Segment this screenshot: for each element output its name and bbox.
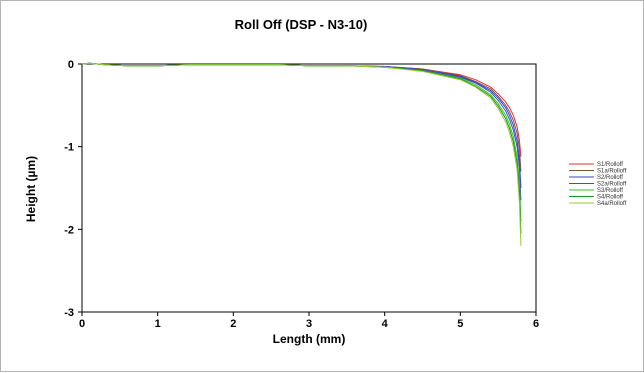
y-axis: 0 -1 -2 -3: [64, 59, 82, 319]
x-axis-label: Length (mm): [273, 332, 346, 346]
x-tick-label: 4: [382, 318, 389, 330]
x-tick-label: 6: [533, 318, 539, 330]
plot-area-border: [81, 63, 537, 313]
x-tick-label: 3: [306, 318, 312, 330]
x-axis: 0 1 2 3 4 5 6: [79, 312, 539, 330]
legend-entry: S2/Rolloff: [597, 175, 623, 181]
x-tick-label: 5: [457, 318, 463, 330]
x-tick-label: 1: [155, 318, 161, 330]
y-tick-label: -3: [64, 307, 74, 319]
y-tick-label: -2: [64, 224, 74, 236]
series-line: [81, 62, 522, 246]
series-line: [81, 62, 522, 172]
legend-entry: S3/Rolloff: [597, 188, 623, 194]
series-line: [81, 62, 522, 189]
legend-entry: S4/Rolloff: [597, 195, 623, 201]
y-tick-label: -1: [64, 142, 74, 154]
legend: S1/RolloffS1a/RolloffS2/RolloffS2a/Rollo…: [569, 162, 627, 207]
legend-entry: S4a/Rolloff: [597, 201, 627, 207]
y-tick-label: 0: [68, 59, 74, 71]
legend-entry: S1a/Rolloff: [597, 169, 627, 175]
series-group: [81, 62, 522, 246]
x-tick-label: 2: [230, 318, 236, 330]
series-line: [81, 62, 522, 234]
series-line: [81, 62, 522, 222]
chart-title: Roll Off (DSP - N3-10): [235, 17, 368, 32]
legend-entry: S2a/Rolloff: [597, 182, 627, 188]
x-tick-label: 0: [79, 318, 85, 330]
legend-entry: S1/Rolloff: [597, 162, 623, 168]
y-axis-label: Height (µm): [24, 156, 38, 222]
series-line: [81, 62, 522, 201]
